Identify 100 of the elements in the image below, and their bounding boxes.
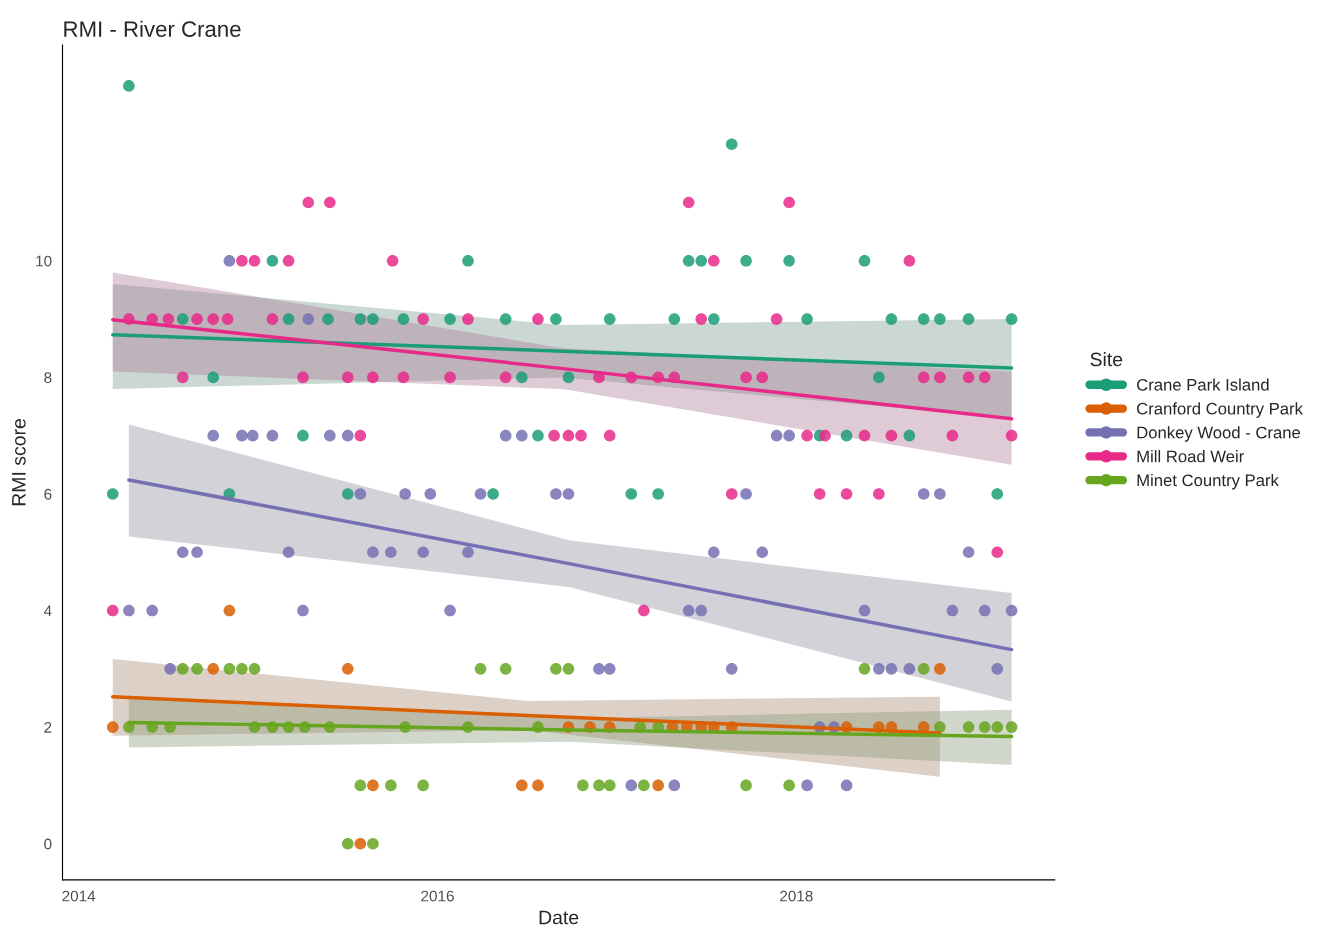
point	[962, 313, 975, 325]
point	[474, 663, 487, 675]
x-tick-label: 2014	[62, 890, 96, 902]
point	[770, 429, 783, 442]
x-axis-title: Date	[539, 910, 579, 925]
point	[532, 779, 544, 792]
point	[302, 196, 315, 209]
point	[266, 313, 279, 325]
point	[962, 371, 975, 384]
point	[266, 429, 279, 442]
point	[532, 429, 544, 442]
point	[991, 488, 1004, 500]
point	[707, 254, 720, 267]
point	[176, 663, 189, 675]
point	[499, 429, 512, 442]
point	[783, 429, 795, 442]
point	[550, 663, 562, 675]
point	[223, 254, 236, 267]
point	[106, 604, 119, 617]
chart-title: RMI - River Crane	[64, 20, 241, 38]
point	[1005, 721, 1018, 733]
point	[801, 313, 813, 325]
point	[903, 254, 916, 267]
point	[603, 429, 616, 442]
point	[625, 488, 638, 500]
point	[207, 429, 220, 442]
legend-label: Minet Country Park	[1137, 473, 1279, 490]
point	[562, 429, 575, 442]
point	[668, 779, 681, 792]
point	[367, 371, 379, 384]
point	[934, 371, 946, 384]
point	[248, 663, 261, 675]
point	[682, 604, 695, 617]
point	[858, 254, 871, 267]
point	[462, 254, 474, 267]
point	[123, 80, 135, 92]
point	[978, 371, 991, 384]
point	[668, 313, 681, 325]
point	[638, 779, 650, 792]
point	[354, 837, 367, 850]
point	[603, 313, 616, 325]
point	[978, 604, 991, 617]
point	[873, 371, 885, 384]
y-tick-label: 6	[44, 488, 52, 500]
point	[917, 371, 930, 384]
point	[603, 779, 616, 792]
point	[813, 488, 826, 500]
point	[562, 371, 575, 384]
point	[367, 313, 379, 325]
point	[934, 663, 946, 675]
point	[474, 488, 487, 500]
point	[223, 604, 236, 617]
point	[191, 663, 203, 675]
point	[417, 779, 429, 792]
point	[385, 779, 397, 792]
point	[386, 254, 399, 267]
point	[903, 663, 916, 675]
point	[297, 371, 309, 384]
point	[341, 429, 354, 442]
point	[840, 779, 853, 792]
point	[176, 546, 189, 559]
point	[962, 546, 975, 559]
point	[756, 546, 769, 559]
point	[885, 313, 898, 325]
point	[176, 371, 189, 384]
point	[991, 721, 1004, 733]
point	[873, 488, 885, 500]
point	[725, 488, 738, 500]
point	[978, 721, 991, 733]
point	[444, 371, 456, 384]
point	[740, 254, 752, 267]
point	[593, 779, 605, 792]
point	[740, 371, 752, 384]
point	[499, 313, 512, 325]
point	[562, 488, 575, 500]
point	[840, 429, 853, 442]
point	[354, 429, 367, 442]
point	[444, 604, 456, 617]
point	[801, 429, 813, 442]
point	[297, 429, 309, 442]
point	[341, 663, 354, 675]
point	[417, 546, 429, 559]
legend-title: Site	[1090, 352, 1123, 367]
point	[917, 313, 930, 325]
point	[756, 371, 769, 384]
point	[991, 663, 1004, 675]
point	[652, 488, 664, 500]
y-tick-label: 0	[44, 838, 52, 850]
point	[740, 779, 752, 792]
point	[1005, 429, 1018, 442]
point	[783, 254, 795, 267]
point	[840, 488, 853, 500]
point	[248, 254, 261, 267]
point	[801, 779, 813, 792]
point	[858, 429, 871, 442]
point	[367, 837, 379, 850]
point	[575, 429, 587, 442]
point	[548, 429, 560, 442]
point	[625, 779, 638, 792]
x-tick-label: 2016	[421, 890, 454, 902]
